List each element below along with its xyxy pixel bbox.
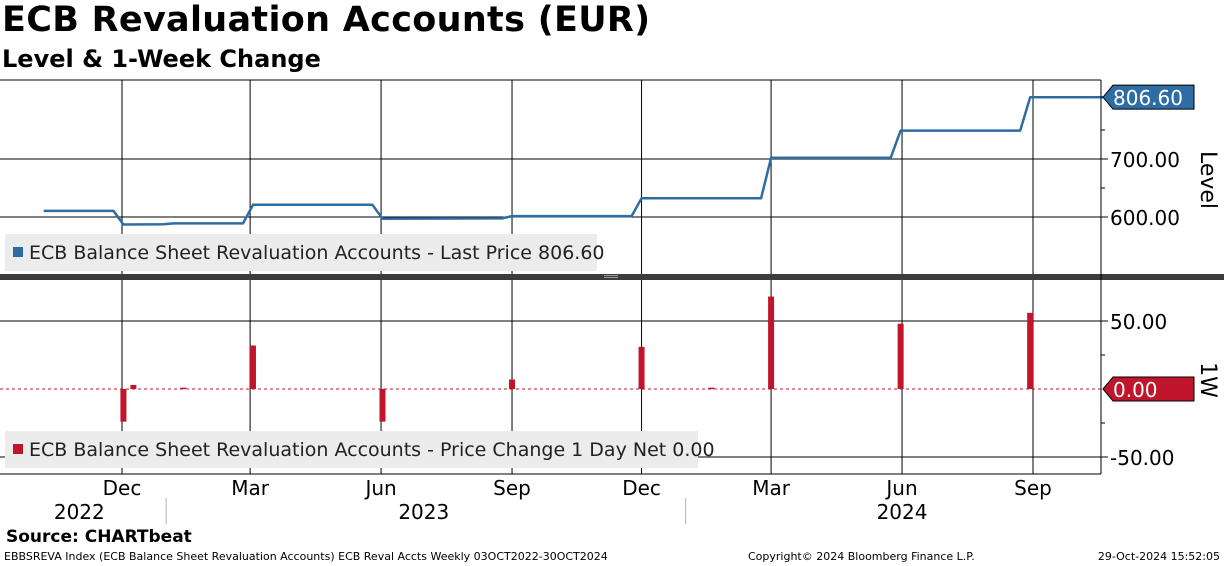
- x-tick-label: Dec: [103, 476, 142, 500]
- divider-grip: [604, 277, 618, 278]
- change-axis-title: 1W: [1195, 362, 1220, 398]
- x-tick-label: Jun: [884, 476, 917, 500]
- x-tick-label: Sep: [1014, 476, 1052, 500]
- change-bar: [180, 387, 187, 390]
- change-legend-label: ECB Balance Sheet Revaluation Accounts -…: [29, 439, 715, 461]
- x-tick-label: Sep: [493, 476, 531, 500]
- change-bar: [708, 387, 715, 390]
- footer-timestamp: 29-Oct-2024 15:52:05: [1097, 550, 1220, 563]
- x-tick-label: Mar: [752, 476, 791, 500]
- x-year-label: 2023: [398, 500, 449, 524]
- last-level-tag: [1102, 84, 1195, 110]
- x-year-label: 2022: [54, 500, 105, 524]
- level-tick-label: 700.00: [1110, 148, 1180, 172]
- change-bar: [120, 389, 127, 422]
- level-legend-swatch: [13, 247, 23, 257]
- level-tick-label: 600.00: [1110, 206, 1180, 230]
- level-axis-title: Level: [1195, 151, 1220, 209]
- level-legend-box: [5, 234, 597, 271]
- x-tick-label: Mar: [231, 476, 270, 500]
- change-bar: [130, 384, 137, 389]
- source-note: Source: CHARTbeat: [6, 527, 192, 547]
- change-bar: [509, 379, 516, 389]
- change-legend-swatch: [13, 444, 23, 454]
- footer-copyright: Copyright© 2024 Bloomberg Finance L.P.: [748, 550, 975, 563]
- chart-subtitle: Level & 1-Week Change: [2, 45, 321, 73]
- change-bar: [379, 389, 386, 422]
- change-bar: [768, 296, 775, 389]
- chart-title: ECB Revaluation Accounts (EUR): [2, 0, 651, 40]
- last-change-label: 0.00: [1113, 378, 1158, 402]
- change-legend-box: [5, 431, 698, 468]
- change-tick-label: 50.00: [1110, 310, 1167, 334]
- change-bar: [249, 345, 256, 389]
- footer-ticker: EBBSREVA Index (ECB Balance Sheet Revalu…: [4, 550, 608, 563]
- divider-grip: [604, 275, 618, 276]
- change-bar: [897, 323, 904, 389]
- level-legend-label: ECB Balance Sheet Revaluation Accounts -…: [29, 242, 605, 264]
- level-line: [43, 95, 1110, 226]
- change-tick-label: -50.00: [1110, 446, 1174, 470]
- change-bar: [638, 346, 645, 389]
- last-level-label: 806.60: [1113, 86, 1183, 110]
- x-tick-label: Dec: [622, 476, 661, 500]
- x-year-label: 2024: [877, 500, 928, 524]
- change-bar: [1027, 312, 1034, 389]
- last-change-tag: [1102, 376, 1195, 402]
- x-tick-label: Jun: [363, 476, 396, 500]
